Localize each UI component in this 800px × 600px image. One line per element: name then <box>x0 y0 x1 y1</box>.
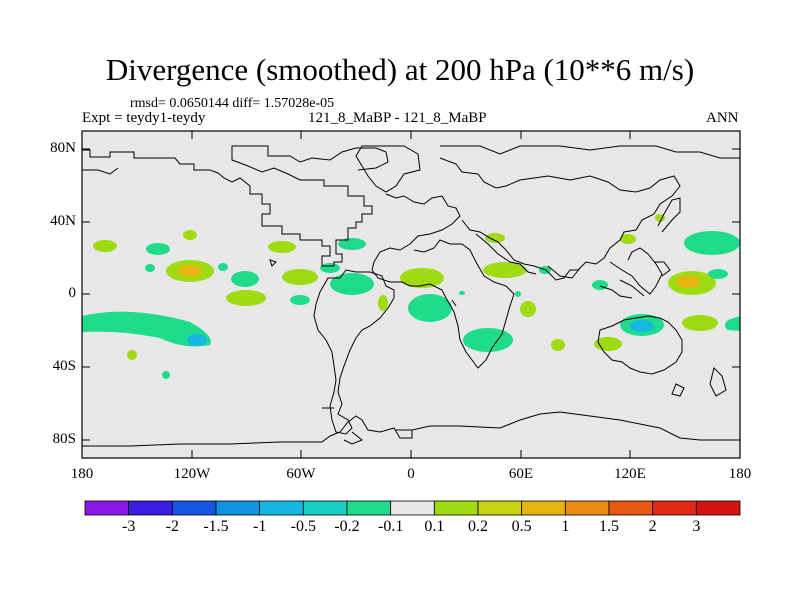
anomaly-blob <box>684 231 740 255</box>
anomaly-blob <box>145 264 155 272</box>
anomaly-blob <box>290 295 310 305</box>
anomaly-blob <box>485 233 505 243</box>
lat-label-80n: 80N <box>50 140 76 156</box>
anomaly-blob <box>127 350 137 360</box>
colorbar-box <box>608 500 654 516</box>
anomaly-blob <box>93 240 117 252</box>
anomaly-blob <box>183 230 197 240</box>
colorbar-box <box>346 500 392 516</box>
colorbar-label: 2 <box>648 518 657 535</box>
anomaly-blob <box>408 294 452 322</box>
colorbar-box <box>390 500 435 516</box>
colorbar-label: 3 <box>692 518 701 535</box>
lat-label-0: 0 <box>68 285 77 301</box>
anomaly-blob <box>338 238 366 250</box>
anomaly-blob <box>178 265 202 277</box>
anomaly-blob <box>320 263 340 273</box>
colorbar <box>84 500 741 516</box>
lon-label-60e: 60E <box>508 466 534 482</box>
colorbar-label: -1 <box>252 518 267 535</box>
colorbar-box <box>215 500 261 516</box>
colorbar-label: -2 <box>165 518 179 535</box>
colorbar-box <box>302 500 348 516</box>
colorbar-box <box>84 500 130 516</box>
anomaly-blob <box>146 243 170 255</box>
anomaly-blob <box>226 290 266 306</box>
anomaly-blob <box>682 315 718 331</box>
anomaly-blob <box>520 301 536 317</box>
experiment-text: Expt = teydy1-teydy <box>82 110 206 126</box>
colorbar-box <box>171 500 217 516</box>
anomaly-blob <box>218 263 228 271</box>
anomaly-blob <box>708 269 728 279</box>
colorbar-box <box>128 500 173 516</box>
colorbar-box <box>564 500 610 516</box>
map-background <box>82 131 740 458</box>
lon-label-180w: 180 <box>70 466 94 482</box>
colorbar-label: -0.5 <box>290 518 316 535</box>
lon-label-60w: 60W <box>286 466 316 482</box>
coastlines <box>82 145 740 447</box>
anomaly-blob <box>551 339 565 351</box>
colorbar-box <box>652 500 697 516</box>
anomaly-blob <box>187 334 207 346</box>
anomaly-blob <box>400 268 444 288</box>
anomaly-blob <box>630 320 654 332</box>
anomaly-blob <box>459 291 465 295</box>
lat-ticks <box>82 148 740 441</box>
anomaly-blob <box>463 328 513 352</box>
stats-text: rmsd= 0.0650144 diff= 1.57028e-05 <box>130 96 335 111</box>
colorbar-label: 1.5 <box>599 518 619 535</box>
colorbar-label: 0.1 <box>424 518 445 535</box>
anomaly-blob <box>676 276 700 288</box>
anomaly-blob <box>330 273 374 295</box>
lat-label-40s: 40S <box>52 358 76 374</box>
lon-label-180e: 180 <box>728 466 752 482</box>
anomaly-blob <box>592 280 608 290</box>
colorbar-box <box>695 500 741 516</box>
colorbar-label: 1 <box>561 518 570 535</box>
colorbar-box <box>433 500 479 516</box>
colorbar-label: 0.5 <box>511 518 532 535</box>
divergence-anomalies <box>82 214 740 379</box>
anomaly-blob <box>268 241 296 253</box>
colorbar-label: 0.2 <box>468 518 488 535</box>
colorbar-label: -3 <box>121 518 136 535</box>
colorbar-label: -1.5 <box>203 518 229 535</box>
anomaly-blob <box>282 269 318 285</box>
colorbar-box <box>521 500 566 516</box>
colorbar-box <box>259 500 304 516</box>
anomaly-blob <box>162 371 170 379</box>
lon-label-0: 0 <box>407 466 415 482</box>
lat-label-40n: 40N <box>50 213 76 229</box>
anomaly-blob <box>378 295 388 311</box>
anomaly-blob <box>515 291 521 297</box>
lon-label-120e: 120E <box>614 466 646 482</box>
colorbar-box <box>477 500 523 516</box>
colorbar-label: -0.1 <box>377 518 404 535</box>
plot-title: Divergence (smoothed) at 200 hPa (10**6 … <box>105 52 695 87</box>
lon-ticks <box>191 131 631 458</box>
anomaly-blob <box>82 311 211 347</box>
anomaly-blob <box>231 271 259 287</box>
lat-label-80s: 80S <box>52 431 76 447</box>
anomaly-blob <box>620 234 636 244</box>
season-text: ANN <box>706 110 739 126</box>
anomaly-blob <box>725 316 740 331</box>
anomaly-blob <box>483 262 527 278</box>
case-text: 121_8_MaBP - 121_8_MaBP <box>308 110 487 126</box>
colorbar-label: -0.2 <box>334 518 360 535</box>
lon-label-120w: 120W <box>173 466 211 482</box>
